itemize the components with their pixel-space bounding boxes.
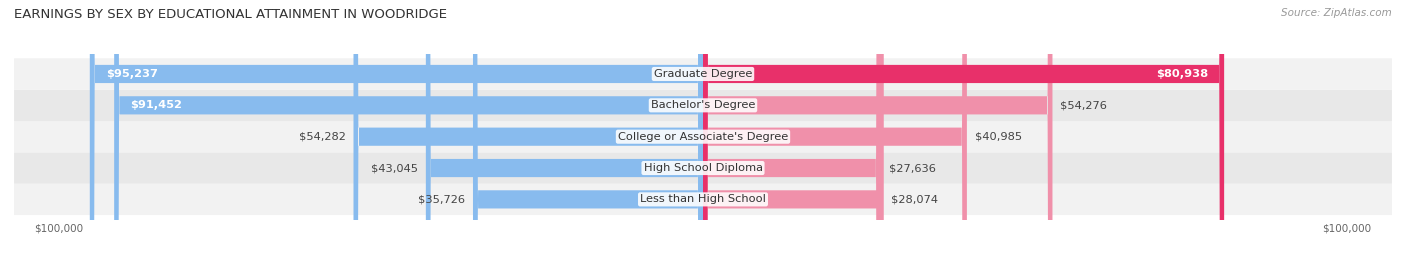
FancyBboxPatch shape	[703, 0, 882, 268]
Text: Bachelor's Degree: Bachelor's Degree	[651, 100, 755, 110]
FancyBboxPatch shape	[14, 152, 1392, 184]
FancyBboxPatch shape	[703, 0, 967, 268]
Text: $35,726: $35,726	[418, 194, 465, 204]
Text: Graduate Degree: Graduate Degree	[654, 69, 752, 79]
FancyBboxPatch shape	[426, 0, 703, 268]
FancyBboxPatch shape	[14, 184, 1392, 215]
FancyBboxPatch shape	[14, 121, 1392, 152]
Text: $95,237: $95,237	[105, 69, 157, 79]
FancyBboxPatch shape	[703, 0, 1225, 268]
Text: $27,636: $27,636	[889, 163, 935, 173]
FancyBboxPatch shape	[14, 58, 1392, 90]
Text: College or Associate's Degree: College or Associate's Degree	[617, 132, 789, 142]
Text: $28,074: $28,074	[891, 194, 938, 204]
FancyBboxPatch shape	[114, 0, 703, 268]
FancyBboxPatch shape	[90, 0, 703, 268]
Text: $54,282: $54,282	[299, 132, 346, 142]
Text: $54,276: $54,276	[1060, 100, 1107, 110]
FancyBboxPatch shape	[703, 0, 1053, 268]
Text: $40,985: $40,985	[974, 132, 1022, 142]
Text: Source: ZipAtlas.com: Source: ZipAtlas.com	[1281, 8, 1392, 18]
Text: High School Diploma: High School Diploma	[644, 163, 762, 173]
FancyBboxPatch shape	[472, 0, 703, 268]
Text: Less than High School: Less than High School	[640, 194, 766, 204]
Text: EARNINGS BY SEX BY EDUCATIONAL ATTAINMENT IN WOODRIDGE: EARNINGS BY SEX BY EDUCATIONAL ATTAINMEN…	[14, 8, 447, 21]
Text: $91,452: $91,452	[131, 100, 183, 110]
Text: $80,938: $80,938	[1156, 69, 1208, 79]
Text: $43,045: $43,045	[371, 163, 418, 173]
FancyBboxPatch shape	[14, 90, 1392, 121]
FancyBboxPatch shape	[703, 0, 884, 268]
FancyBboxPatch shape	[353, 0, 703, 268]
